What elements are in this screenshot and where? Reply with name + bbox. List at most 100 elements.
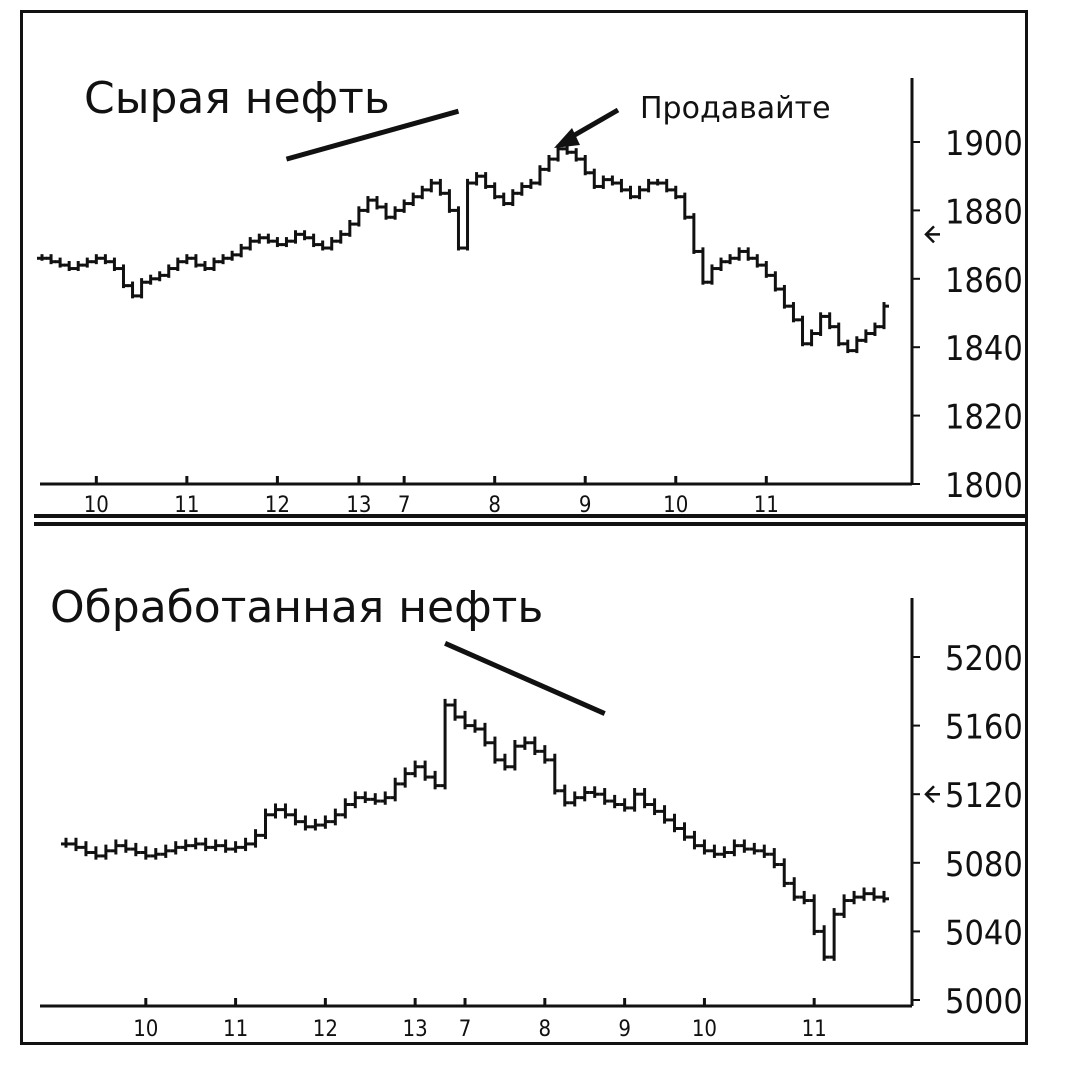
price-bar — [381, 202, 392, 220]
price-bar — [64, 261, 75, 272]
refined-axes — [40, 598, 914, 1008]
price-bar — [140, 846, 151, 860]
price-bar — [509, 740, 520, 771]
price-bar — [118, 264, 129, 289]
price-bar — [643, 178, 654, 193]
price-bar — [779, 858, 790, 888]
price-bar — [281, 237, 292, 248]
price-bar — [860, 329, 871, 343]
price-bar — [417, 185, 428, 200]
current-price-marker — [924, 225, 940, 244]
price-bar — [236, 243, 247, 258]
price-bar — [706, 264, 717, 285]
price-bar — [380, 791, 391, 805]
crude-x-ticks: 10 11 12 13 7 8 9 10 11 — [84, 476, 779, 518]
price-bar — [330, 808, 341, 826]
price-bar — [788, 302, 799, 323]
price-bar — [263, 233, 274, 244]
price-bar — [109, 257, 120, 272]
price-bar — [849, 890, 860, 905]
y-tick-label: 5120 — [945, 776, 1023, 816]
price-bar — [450, 698, 461, 721]
price-bar — [569, 791, 580, 807]
price-bar — [534, 165, 545, 186]
price-bar — [145, 274, 156, 285]
price-bar — [559, 784, 570, 807]
price-bar — [55, 257, 66, 268]
price-bar — [280, 803, 291, 819]
y-tick-label: 5000 — [945, 982, 1023, 1022]
price-bar — [353, 206, 364, 227]
x-tick-label: 10 — [663, 493, 688, 518]
price-bar — [598, 175, 609, 189]
x-tick-label: 13 — [346, 493, 371, 518]
price-bar — [879, 302, 889, 330]
price-bar — [335, 230, 346, 244]
price-bar — [734, 247, 745, 261]
price-bar — [688, 213, 699, 254]
price-bar — [453, 206, 464, 251]
price-bar — [180, 839, 191, 852]
price-bar — [616, 178, 627, 193]
price-bar — [470, 719, 480, 733]
price-bar — [507, 189, 518, 207]
price-bar — [370, 793, 381, 805]
price-bar — [462, 178, 473, 251]
price-bar — [670, 185, 681, 200]
price-bar — [589, 786, 600, 798]
current-price-marker — [924, 785, 940, 804]
price-bar — [440, 698, 451, 790]
price-bar — [789, 877, 800, 901]
x-tick-label: 12 — [313, 1017, 338, 1042]
y-tick-label: 5200 — [945, 639, 1023, 679]
price-bar — [851, 336, 862, 354]
price-bar — [170, 841, 181, 855]
price-bar — [709, 844, 720, 858]
price-bar — [300, 815, 311, 831]
price-bar — [869, 887, 880, 901]
price-bar — [172, 257, 183, 272]
price-bar — [200, 837, 211, 852]
price-bar — [73, 261, 84, 272]
price-bar — [669, 813, 680, 833]
price-bar — [260, 808, 271, 840]
x-tick-label: 9 — [618, 1017, 631, 1042]
price-bar — [61, 837, 71, 848]
price-bar — [571, 148, 582, 162]
price-bar — [544, 154, 555, 172]
price-bar — [344, 219, 355, 237]
x-tick-label: 12 — [265, 493, 290, 518]
refined-trendline — [444, 640, 606, 716]
price-bar — [435, 178, 446, 196]
x-tick-label: 7 — [459, 1017, 472, 1042]
price-bar — [444, 189, 455, 213]
price-bar — [120, 839, 131, 853]
price-bar — [136, 278, 147, 299]
price-bar — [70, 837, 81, 852]
price-bar — [752, 254, 763, 268]
price-bar — [759, 844, 770, 858]
price-bar — [110, 839, 121, 855]
price-bar — [400, 767, 411, 788]
price-bar — [809, 894, 820, 936]
y-tick-label: 1880 — [945, 192, 1023, 232]
price-bar — [589, 168, 600, 189]
price-bar — [163, 264, 174, 278]
price-bar — [479, 722, 490, 747]
price-bar — [254, 233, 265, 244]
price-bar — [430, 770, 441, 790]
refined-oil-panel: Обработанная нефть 500050405080512051605… — [40, 582, 1023, 1042]
price-bar — [240, 837, 251, 852]
price-bar — [90, 846, 101, 860]
x-tick-label: 11 — [174, 493, 199, 518]
price-bar — [689, 830, 700, 850]
price-bar — [371, 196, 382, 210]
price-bar — [619, 798, 630, 812]
price-bar — [579, 786, 590, 802]
x-tick-label: 10 — [133, 1017, 158, 1042]
price-bar — [609, 794, 620, 809]
price-bar — [716, 257, 727, 272]
price-bar — [360, 791, 371, 804]
price-bar — [408, 192, 419, 207]
